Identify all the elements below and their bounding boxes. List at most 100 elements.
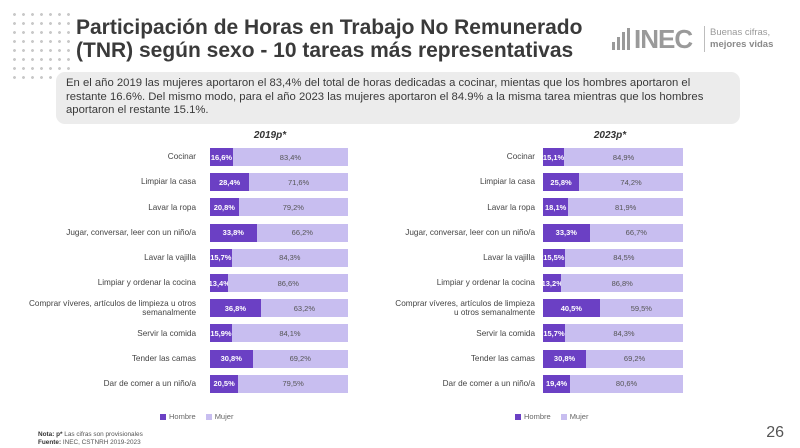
stacked-bar: 30,8% 69,2%	[543, 349, 683, 368]
category-label: Lavar la ropa	[148, 202, 196, 212]
bar-segment-hombre: 28,4%	[210, 173, 250, 192]
stacked-bar: 16,6% 83,4%	[210, 148, 348, 166]
bar-segment-mujer: 71,6%	[249, 173, 348, 192]
bar-segment-hombre: 33,3%	[543, 223, 590, 242]
logo-tagline: Buenas cifras, mejores vidas	[710, 27, 773, 51]
logo-tagline-line-1: Buenas cifras,	[710, 27, 771, 38]
decorative-dot-grid	[10, 10, 70, 80]
bar-segment-mujer: 86,8%	[561, 274, 683, 292]
chart-row: Servir la comida 15,7% 84,3%	[395, 322, 725, 344]
bar-segment-hombre: 15,5%	[543, 248, 565, 267]
legend-item-hombre: Hombre	[160, 412, 196, 421]
stacked-bar: 13,2% 86,8%	[542, 274, 683, 292]
bar-segment-mujer: 74,2%	[579, 173, 683, 192]
chart-row: Lavar la vajilla 15,7% 84,3%	[20, 247, 350, 269]
chart-row: Lavar la ropa 18,1% 81,9%	[395, 196, 725, 218]
bar-segment-hombre: 15,9%	[210, 324, 232, 343]
stacked-bar: 15,5% 84,5%	[543, 248, 683, 267]
category-label: Dar de comer a un niño/a	[103, 379, 196, 389]
page-number: 26	[766, 424, 784, 441]
chart-row: Tender las camas 30,8% 69,2%	[395, 348, 725, 370]
stacked-bar: 40,5% 59,5%	[543, 299, 683, 318]
chart-row: Limpiar la casa 28,4% 71,6%	[20, 171, 350, 193]
stacked-bar: 15,7% 84,3%	[210, 248, 348, 267]
footnote-nota-label: Nota: p*	[38, 431, 63, 438]
bar-segment-hombre: 18,1%	[543, 198, 569, 217]
chart-row: Cocinar 16,6% 83,4%	[20, 146, 350, 168]
bar-segment-mujer: 63,2%	[260, 299, 348, 318]
category-label: Jugar, conversar, leer con un niño/a	[66, 227, 196, 237]
legend-item-mujer: Mujer	[205, 412, 233, 421]
logo-tagline-line-2: mejores vidas	[710, 39, 774, 50]
chart-row: Limpiar y ordenar la cocina 13,2% 86,8%	[395, 272, 725, 294]
bar-segment-hombre: 15,7%	[210, 248, 232, 267]
bar-segment-hombre: 20,8%	[210, 198, 239, 217]
stacked-bar: 36,8% 63,2%	[210, 299, 348, 318]
bar-segment-mujer: 79,2%	[238, 198, 348, 217]
stacked-bar: 28,4% 71,6%	[210, 173, 348, 192]
chart-row: Limpiar la casa 25,8% 74,2%	[395, 171, 725, 193]
bar-segment-hombre: 20,5%	[210, 374, 239, 393]
bar-segment-hombre: 36,8%	[210, 299, 261, 318]
category-label: Cocinar	[506, 152, 535, 162]
bar-segment-hombre: 15,7%	[543, 324, 565, 343]
bar-segment-mujer: 84,1%	[231, 324, 348, 343]
chart-row: Servir la comida 15,9% 84,1%	[20, 322, 350, 344]
bar-segment-mujer: 66,7%	[589, 223, 683, 242]
category-label: Comprar víveres, artículos de limpieza u…	[29, 298, 196, 318]
bar-segment-mujer: 84,3%	[231, 248, 348, 267]
page-title-line-1: Participación de Horas en Trabajo No Rem…	[76, 16, 583, 39]
bar-segment-hombre: 19,4%	[543, 374, 571, 393]
bar-segment-mujer: 69,2%	[252, 349, 348, 368]
category-label: Servir la comida	[476, 328, 535, 338]
chart-legend: Hombre Mujer	[160, 412, 233, 421]
bar-segment-mujer: 66,2%	[256, 223, 348, 242]
chart-row: Limpiar y ordenar la cocina 13,4% 86,6%	[20, 272, 350, 294]
chart-title: 2023p*	[593, 130, 627, 141]
footnote-fuente-text: INEC, CSTNRH 2019-2023	[62, 439, 141, 446]
stacked-bar: 20,5% 79,5%	[210, 374, 348, 393]
stacked-bar: 19,4% 80,6%	[543, 374, 683, 393]
category-label: Dar de comer a un niño/a	[442, 379, 535, 389]
category-label: Lavar la ropa	[487, 202, 535, 212]
category-label: Limpiar y ordenar la cocina	[436, 278, 535, 288]
category-label: Lavar la vajilla	[144, 253, 196, 263]
chart-row: Jugar, conversar, leer con un niño/a 33,3…	[395, 222, 725, 244]
chart-row: Lavar la vajilla 15,5% 84,5%	[395, 247, 725, 269]
legend-item-hombre: Hombre	[515, 412, 551, 421]
stacked-bar: 18,1% 81,9%	[543, 198, 683, 217]
chart-row: Comprar víveres, artículos de limpieza u…	[395, 297, 725, 319]
stacked-bar: 13,4% 86,6%	[209, 274, 348, 292]
bar-segment-hombre: 13,2%	[542, 274, 563, 292]
chart-row: Jugar, conversar, leer con un niño/a 33,8…	[20, 222, 350, 244]
page-title-line-2: (TNR) según sexo - 10 tareas más represe…	[76, 39, 574, 62]
footnote-fuente-label: Fuente:	[38, 439, 62, 446]
bar-segment-hombre: 40,5%	[543, 299, 600, 318]
stacked-bar: 15,1% 84,9%	[543, 148, 683, 166]
chart-row: Lavar la ropa 20,8% 79,2%	[20, 196, 350, 218]
bar-segment-mujer: 84,9%	[564, 148, 683, 166]
logo-divider	[704, 26, 705, 52]
stacked-bar: 33,8% 66,2%	[210, 223, 348, 242]
bar-segment-hombre: 30,8%	[543, 349, 587, 368]
category-label: Tender las camas	[470, 353, 535, 363]
stacked-bar: 25,8% 74,2%	[543, 173, 683, 192]
stacked-bar: 20,8% 79,2%	[210, 198, 348, 217]
category-label: Servir la comida	[137, 328, 196, 338]
bar-segment-mujer: 79,5%	[238, 374, 348, 393]
chart-row: Comprar víveres, artículos de limpieza u…	[20, 297, 350, 319]
chart-row: Tender las camas 30,8% 69,2%	[20, 348, 350, 370]
legend-item-mujer: Mujer	[560, 412, 588, 421]
stacked-bar: 15,7% 84,3%	[543, 324, 683, 343]
bar-segment-hombre: 25,8%	[543, 173, 580, 192]
chart-row: Dar de comer a un niño/a 20,5% 79,5%	[20, 373, 350, 395]
bar-segment-mujer: 80,6%	[570, 374, 683, 393]
logo-wordmark: INEC	[634, 24, 693, 54]
page-title: Participación de Horas en Trabajo No Rem…	[76, 16, 596, 62]
bar-segment-hombre: 33,8%	[210, 223, 257, 242]
summary-box: En el año 2019 las mujeres aportaron el …	[56, 72, 740, 124]
stacked-bar: 33,3% 66,7%	[543, 223, 683, 242]
footnote-nota-text: Las cifras son provisionales	[64, 431, 143, 438]
bar-chart-icon	[612, 28, 632, 50]
stacked-bar: 30,8% 69,2%	[210, 349, 348, 368]
